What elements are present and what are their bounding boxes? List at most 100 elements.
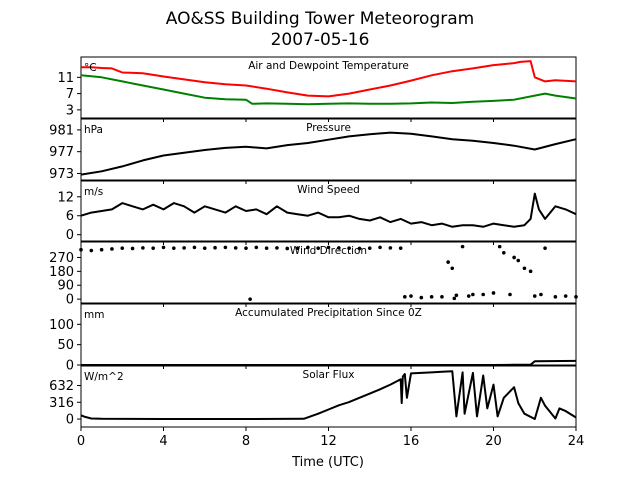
panel-unit-label: m/s bbox=[84, 186, 103, 198]
data-point bbox=[285, 246, 290, 251]
panel-title: Wind Speed bbox=[297, 184, 360, 196]
y-tick-label: 180 bbox=[49, 265, 74, 280]
figure-title-line2: 2007-05-16 bbox=[271, 30, 370, 50]
y-tick-label: 977 bbox=[49, 145, 74, 160]
data-point bbox=[409, 294, 413, 298]
data-point bbox=[367, 246, 372, 250]
data-point bbox=[502, 251, 506, 255]
data-point bbox=[452, 296, 457, 301]
series-line bbox=[80, 74, 577, 106]
y-tick-label: 100 bbox=[49, 318, 74, 333]
data-point bbox=[120, 246, 125, 250]
data-point bbox=[151, 246, 155, 250]
data-point bbox=[471, 292, 475, 297]
data-point bbox=[141, 246, 145, 250]
data-point bbox=[244, 246, 248, 250]
data-point bbox=[357, 246, 362, 251]
data-point bbox=[497, 244, 502, 249]
y-tick-label: 7 bbox=[66, 87, 74, 102]
data-point bbox=[574, 295, 578, 299]
y-tick-label: 12 bbox=[57, 190, 74, 205]
y-tick-label: 6 bbox=[66, 209, 74, 224]
data-point bbox=[563, 294, 568, 298]
data-point bbox=[316, 246, 320, 250]
data-point bbox=[110, 247, 114, 251]
series-line bbox=[80, 131, 577, 176]
data-point bbox=[378, 245, 382, 250]
data-point bbox=[233, 246, 238, 250]
y-tick-label: 50 bbox=[57, 338, 74, 353]
data-point bbox=[446, 260, 450, 264]
data-point bbox=[223, 245, 228, 250]
data-point bbox=[528, 269, 533, 274]
panel-2: 0 6 12 Wind Speed m/s bbox=[57, 180, 577, 245]
data-point bbox=[130, 246, 135, 251]
data-point bbox=[440, 295, 444, 299]
data-point bbox=[326, 245, 331, 250]
y-tick-label: 11 bbox=[57, 71, 74, 86]
data-point bbox=[539, 292, 543, 297]
panel-4: 0 50 100 Accumulated Precipitation Since 0Z… bbox=[49, 303, 577, 374]
panel-unit-label: °C bbox=[84, 62, 97, 74]
data-point bbox=[172, 246, 176, 250]
data-point bbox=[388, 246, 393, 250]
x-tick-label: 0 bbox=[77, 434, 85, 449]
data-point bbox=[295, 246, 300, 250]
y-tick-label: 316 bbox=[49, 396, 74, 411]
x-tick-label: 16 bbox=[403, 434, 420, 449]
data-point bbox=[429, 295, 434, 299]
data-point bbox=[89, 248, 94, 253]
panel-unit-label: mm bbox=[84, 309, 104, 321]
x-tick-label: 12 bbox=[320, 434, 337, 449]
series-line bbox=[81, 359, 577, 366]
data-point bbox=[337, 246, 341, 250]
panel-title: Accumulated Precipitation Since 0Z bbox=[235, 307, 422, 319]
y-tick-label: 632 bbox=[49, 379, 74, 394]
data-point bbox=[99, 247, 104, 252]
panel-unit-label: hPa bbox=[84, 124, 103, 136]
data-point bbox=[460, 244, 465, 249]
data-point bbox=[306, 245, 310, 250]
y-tick-label: 0 bbox=[66, 293, 74, 308]
data-point bbox=[450, 266, 455, 271]
y-tick-label: 90 bbox=[57, 279, 74, 294]
panel-title: Solar Flux bbox=[303, 369, 355, 381]
data-point bbox=[454, 293, 459, 298]
data-point bbox=[192, 245, 197, 250]
panel-title: Pressure bbox=[306, 122, 351, 134]
series-line bbox=[81, 60, 577, 98]
data-point bbox=[275, 246, 279, 250]
data-point bbox=[403, 295, 407, 299]
data-point bbox=[508, 292, 512, 297]
series-line bbox=[80, 370, 577, 420]
y-tick-label: 270 bbox=[49, 251, 74, 266]
data-point bbox=[481, 292, 485, 297]
data-point bbox=[79, 247, 83, 252]
x-tick-label: 24 bbox=[568, 434, 585, 449]
data-point bbox=[491, 291, 496, 295]
data-point bbox=[254, 245, 259, 250]
y-tick-label: 3 bbox=[66, 103, 74, 118]
y-tick-label: 973 bbox=[49, 167, 74, 182]
data-point bbox=[248, 297, 252, 301]
y-tick-label: 0 bbox=[66, 359, 74, 374]
y-tick-label: 0 bbox=[66, 228, 74, 243]
x-tick-label: 20 bbox=[485, 434, 502, 449]
data-point bbox=[419, 295, 424, 300]
data-point bbox=[182, 246, 186, 250]
y-tick-label: 981 bbox=[49, 123, 74, 138]
x-tick-label: 4 bbox=[159, 434, 167, 449]
x-tick-label: 8 bbox=[242, 434, 250, 449]
data-point bbox=[161, 245, 166, 250]
panel-unit-label: W/m^2 bbox=[84, 371, 124, 383]
panel-title: Wind Direction bbox=[290, 245, 367, 257]
data-point bbox=[512, 255, 516, 260]
panel-title: Air and Dewpoint Temperature bbox=[248, 60, 409, 72]
data-point bbox=[347, 246, 351, 250]
data-point bbox=[532, 294, 537, 298]
data-point bbox=[466, 294, 471, 298]
